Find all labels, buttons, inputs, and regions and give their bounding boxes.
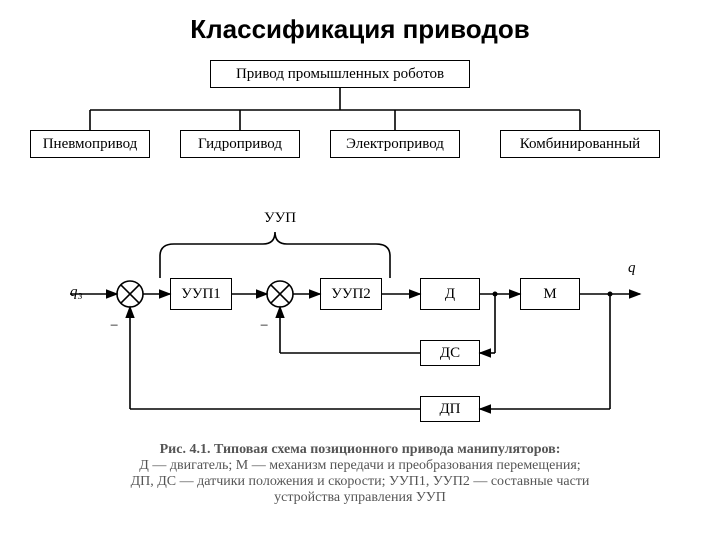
diagram-svg bbox=[0, 0, 720, 540]
